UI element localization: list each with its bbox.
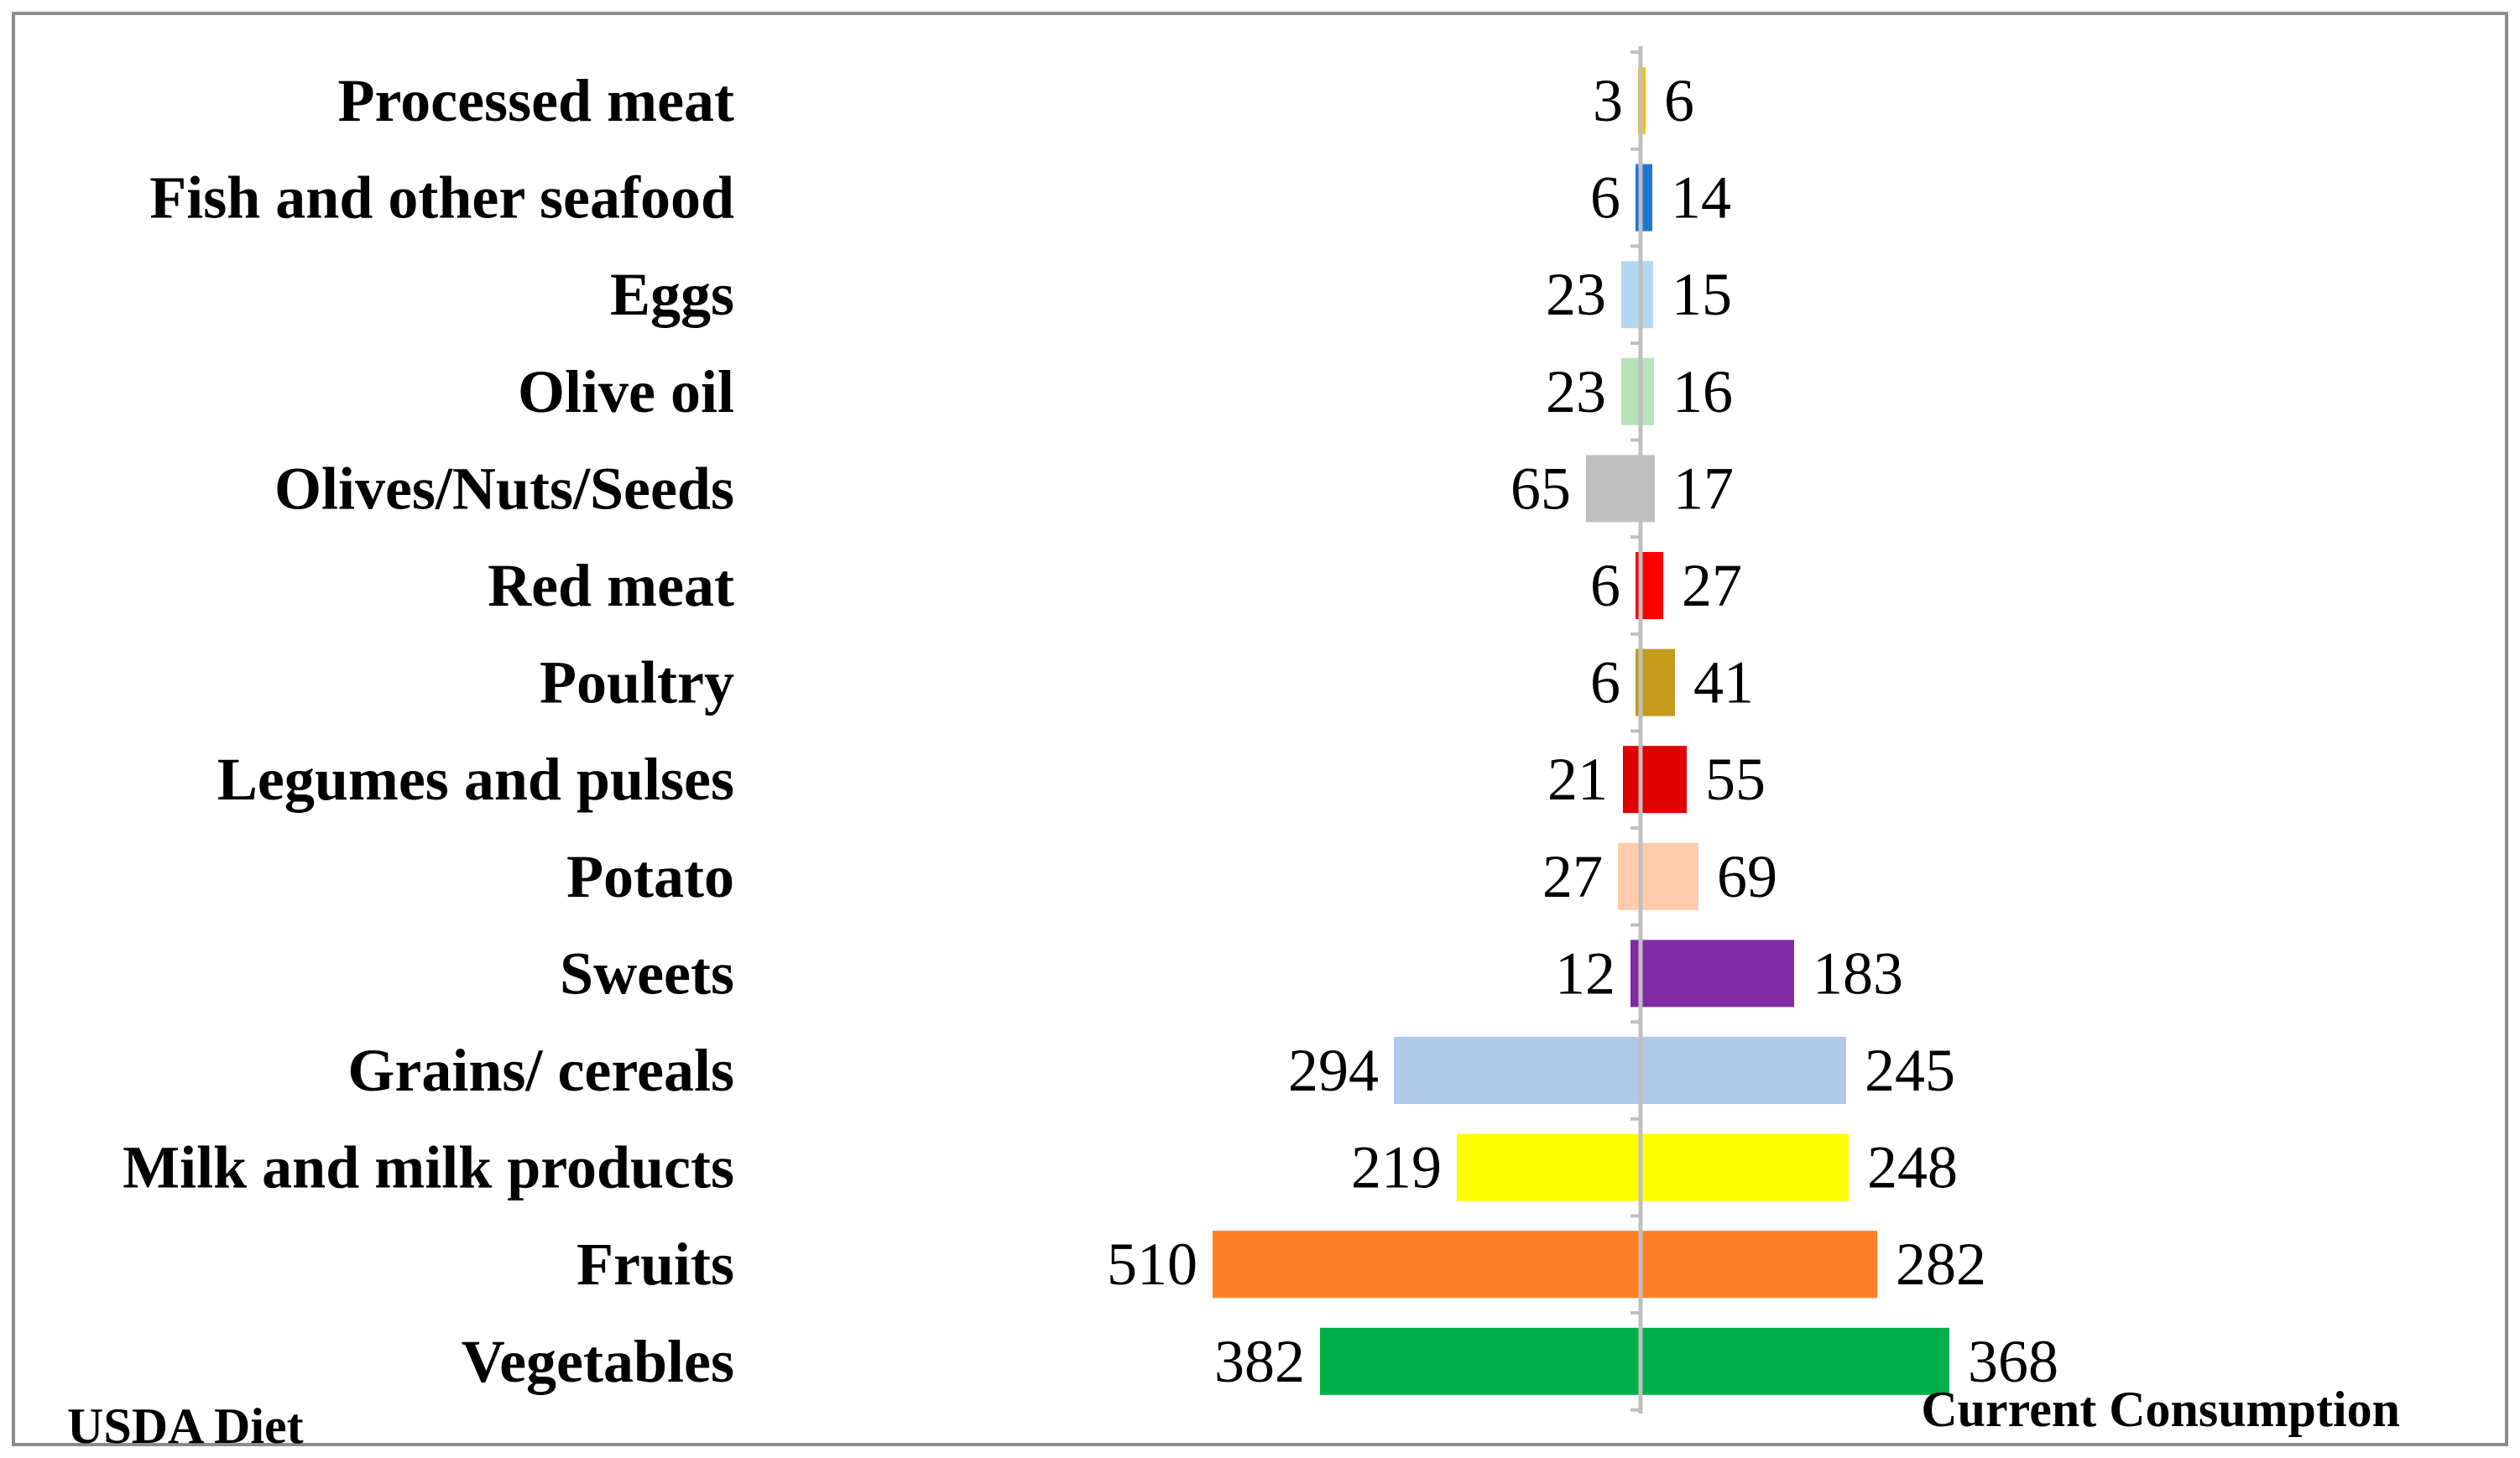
category-label-potato: Potato xyxy=(566,843,734,910)
value-label-usda-processed-meat: 3 xyxy=(1593,67,1623,134)
bar-usda-legumes-and-pulses xyxy=(1623,746,1641,814)
value-label-current-olives-nuts-seeds: 17 xyxy=(1673,455,1734,522)
value-label-current-eggs: 15 xyxy=(1672,261,1732,328)
category-label-vegetables: Vegetables xyxy=(462,1328,734,1395)
bar-current-vegetables xyxy=(1641,1327,1949,1395)
category-label-sweets: Sweets xyxy=(560,940,734,1007)
category-label-poultry: Poultry xyxy=(540,649,734,716)
value-label-current-poultry: 41 xyxy=(1693,649,1754,716)
right-series-label: Current Consumption xyxy=(1921,1382,2400,1437)
bar-usda-red-meat xyxy=(1636,552,1641,619)
value-label-usda-grains-cereals: 294 xyxy=(1288,1037,1379,1104)
bar-current-processed-meat xyxy=(1641,67,1646,134)
value-label-current-potato: 69 xyxy=(1717,843,1777,910)
bars-layer xyxy=(1213,67,1949,1395)
value-label-current-red-meat: 27 xyxy=(1682,552,1742,619)
category-label-milk-and-milk-products: Milk and milk products xyxy=(123,1134,734,1201)
bar-usda-fruits xyxy=(1213,1231,1641,1299)
category-label-legumes-and-pulses: Legumes and pulses xyxy=(217,746,734,813)
category-label-olives-nuts-seeds: Olives/Nuts/Seeds xyxy=(274,455,734,522)
bar-usda-fish-and-other-seafood xyxy=(1636,164,1641,232)
value-label-usda-poultry: 6 xyxy=(1590,649,1620,716)
bar-usda-poultry xyxy=(1636,648,1641,716)
bar-usda-olives-nuts-seeds xyxy=(1586,455,1641,523)
bar-current-sweets xyxy=(1641,940,1794,1008)
value-label-current-vegetables: 368 xyxy=(1968,1328,2058,1395)
category-label-eggs: Eggs xyxy=(610,261,734,328)
value-label-usda-eggs: 23 xyxy=(1546,261,1606,328)
value-label-current-grains-cereals: 245 xyxy=(1865,1037,1955,1104)
category-label-olive-oil: Olive oil xyxy=(518,358,734,425)
value-label-usda-potato: 27 xyxy=(1542,843,1603,910)
bar-current-grains-cereals xyxy=(1641,1037,1846,1104)
category-label-fish-and-other-seafood: Fish and other seafood xyxy=(149,164,734,232)
value-label-usda-olive-oil: 23 xyxy=(1546,358,1606,425)
center-axis xyxy=(1630,46,1643,1414)
value-label-usda-olives-nuts-seeds: 65 xyxy=(1510,455,1571,522)
bar-usda-potato xyxy=(1618,842,1641,910)
category-label-fruits: Fruits xyxy=(577,1231,734,1298)
bar-current-potato xyxy=(1641,842,1698,910)
bar-current-fruits xyxy=(1641,1231,1877,1299)
bar-current-fish-and-other-seafood xyxy=(1641,164,1652,232)
bar-usda-eggs xyxy=(1621,261,1641,329)
value-label-usda-fish-and-other-seafood: 6 xyxy=(1590,164,1620,232)
chart-frame xyxy=(12,12,2508,1446)
category-label-red-meat: Red meat xyxy=(488,552,734,619)
bar-current-legumes-and-pulses xyxy=(1641,746,1687,814)
bar-usda-olive-oil xyxy=(1621,357,1641,425)
value-label-current-sweets: 183 xyxy=(1813,940,1903,1007)
bar-usda-vegetables xyxy=(1320,1327,1641,1395)
left-series-label: USDA Diet xyxy=(67,1398,304,1454)
category-label-processed-meat: Processed meat xyxy=(338,67,735,134)
bar-current-eggs xyxy=(1641,261,1653,329)
value-label-current-olive-oil: 16 xyxy=(1672,358,1733,425)
bar-usda-sweets xyxy=(1630,940,1641,1008)
bar-current-olive-oil xyxy=(1641,357,1654,425)
value-label-usda-sweets: 12 xyxy=(1555,940,1615,1007)
bar-usda-milk-and-milk-products xyxy=(1457,1133,1641,1201)
value-label-current-fruits: 282 xyxy=(1896,1231,1986,1298)
value-label-usda-legumes-and-pulses: 21 xyxy=(1547,746,1608,813)
value-label-usda-fruits: 510 xyxy=(1107,1231,1197,1298)
value-label-current-processed-meat: 6 xyxy=(1664,67,1694,134)
bar-current-poultry xyxy=(1641,648,1675,716)
value-label-current-fish-and-other-seafood: 14 xyxy=(1671,164,1731,232)
value-label-usda-vegetables: 382 xyxy=(1214,1328,1305,1395)
value-label-current-legumes-and-pulses: 55 xyxy=(1705,746,1766,813)
bar-current-milk-and-milk-products xyxy=(1641,1133,1849,1201)
category-label-grains-cereals: Grains/ cereals xyxy=(347,1037,734,1104)
value-label-current-milk-and-milk-products: 248 xyxy=(1867,1134,1958,1201)
bar-current-olives-nuts-seeds xyxy=(1641,455,1655,523)
bar-usda-grains-cereals xyxy=(1394,1037,1641,1104)
bar-current-red-meat xyxy=(1641,552,1663,619)
value-label-usda-red-meat: 6 xyxy=(1590,552,1620,619)
value-label-usda-milk-and-milk-products: 219 xyxy=(1351,1134,1442,1201)
